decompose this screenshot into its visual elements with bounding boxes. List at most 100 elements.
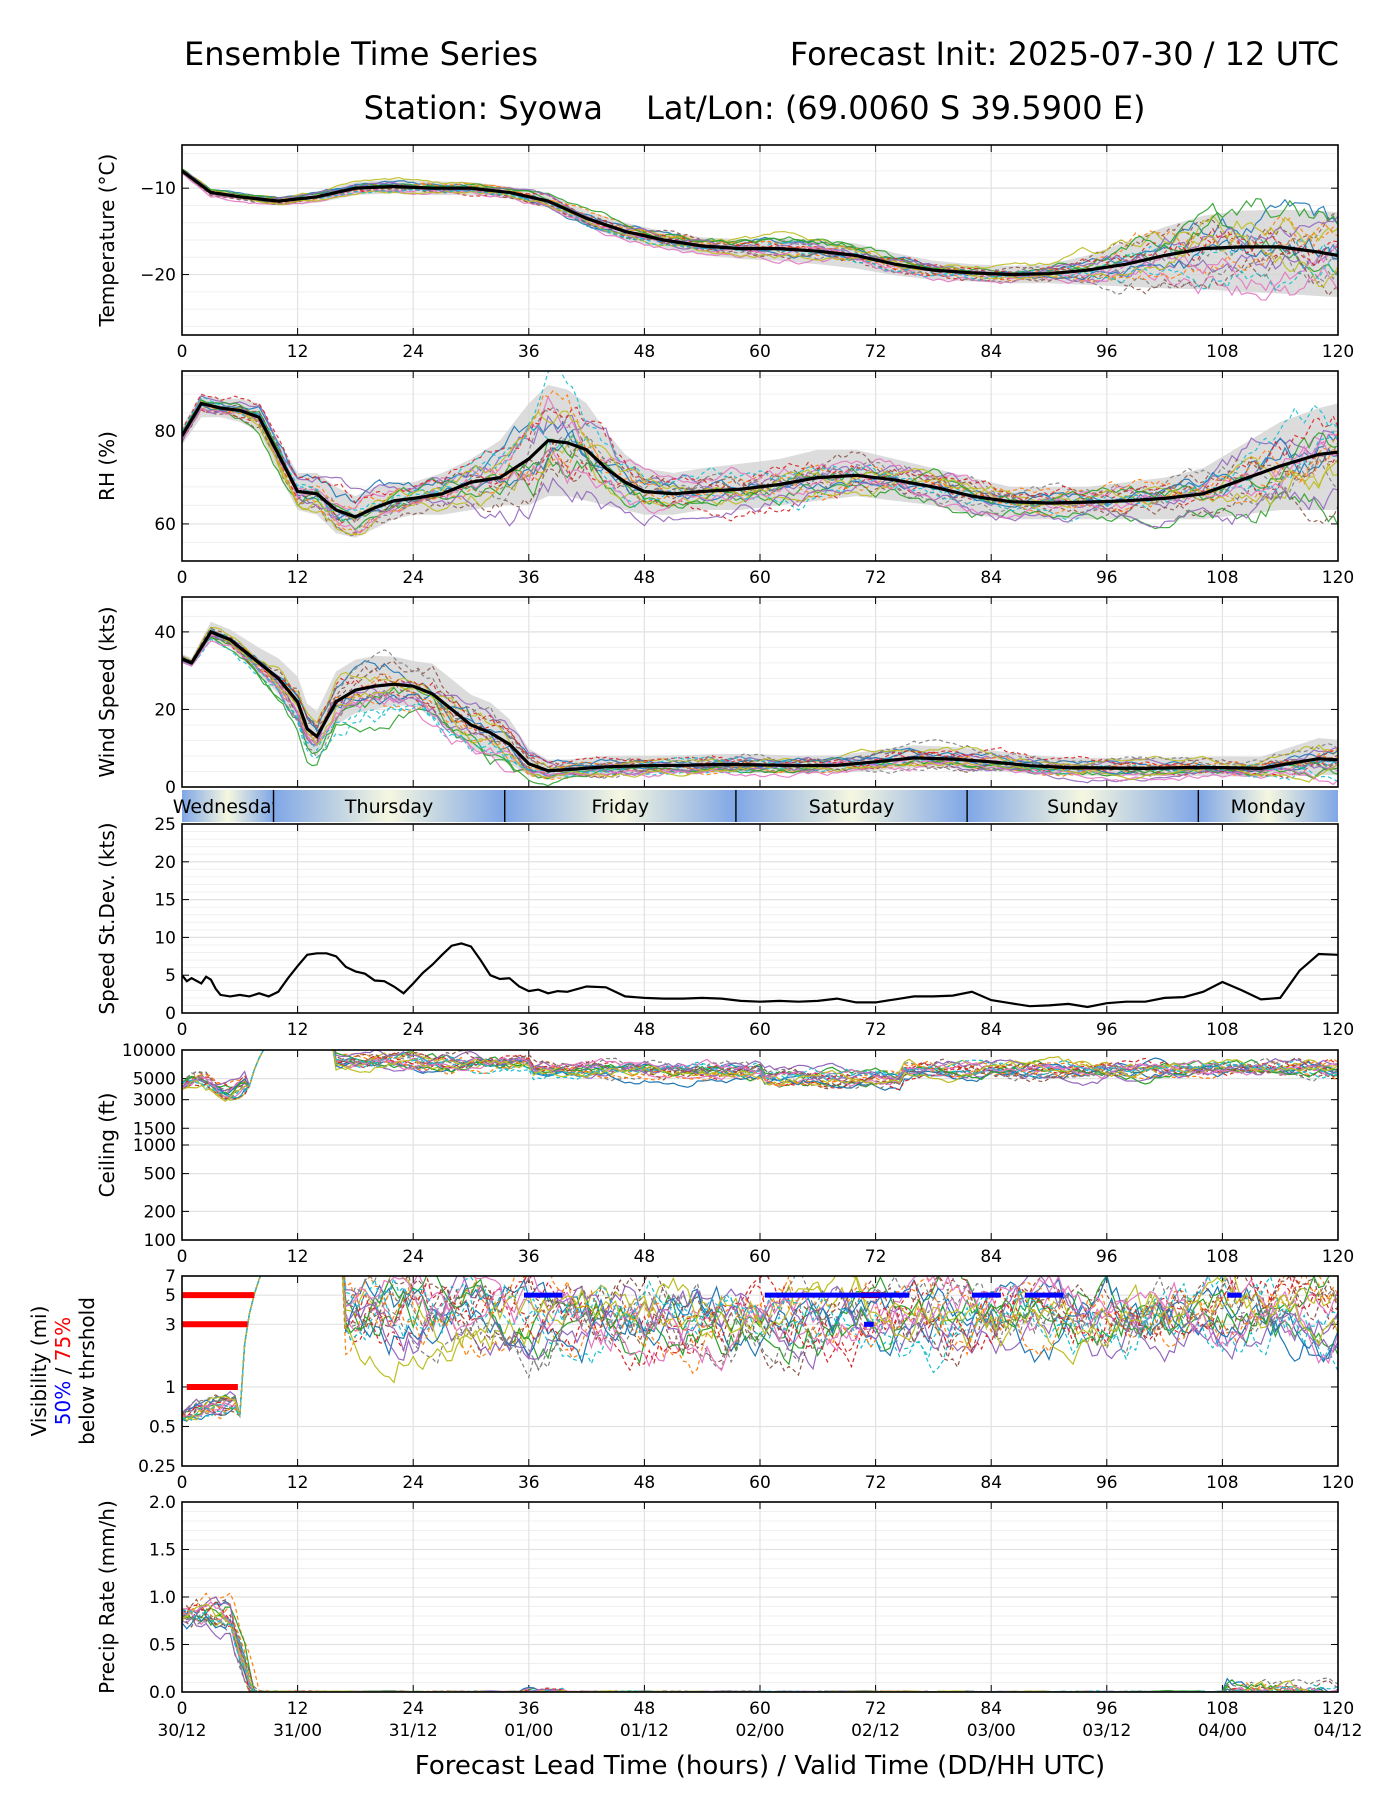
x-tick-label-visibility: 12 (287, 1473, 309, 1493)
ensemble-member-line (182, 627, 1338, 769)
x-tick-label-ceiling: 96 (1096, 1247, 1118, 1267)
x-tick-label-ceiling: 84 (980, 1247, 1002, 1267)
axes-border (181, 370, 1339, 562)
y-tick-label-visibility: 3 (165, 1315, 176, 1335)
plot-area-visibility (182, 1276, 1338, 1422)
ensemble-member-line (182, 1276, 1338, 1418)
valid-time-tick-label: 01/00 (504, 1721, 553, 1741)
y-tick-label-visibility: 0.5 (149, 1417, 176, 1437)
ensemble-member-line (182, 1276, 1338, 1420)
x-tick-label-rh: 60 (749, 568, 771, 588)
ensemble-member-line (182, 1050, 1338, 1094)
y-axis-label-temperature: Temperature (°C) (95, 154, 119, 328)
ensemble-member-line (182, 635, 1338, 784)
x-tick-label-speed_stdev: 36 (518, 1020, 540, 1040)
x-tick-label-ceiling: 108 (1206, 1247, 1238, 1267)
x-axis-label: Forecast Lead Time (hours) / Valid Time … (415, 1751, 1105, 1781)
axes-border (181, 1049, 1339, 1241)
x-tick-label-visibility: 24 (402, 1473, 424, 1493)
x-tick-label-visibility: 60 (749, 1473, 771, 1493)
x-tick-label-precip_rate: 0 (177, 1699, 188, 1719)
x-tick-label-visibility: 108 (1206, 1473, 1238, 1493)
valid-time-tick-label: 03/00 (967, 1721, 1016, 1741)
ensemble-member-line (182, 1276, 1338, 1422)
y-tick-label-ceiling: 500 (144, 1165, 176, 1185)
x-tick-label-rh: 84 (980, 568, 1002, 588)
station-label: Station: Syowa (364, 89, 603, 127)
x-tick-label-ceiling: 24 (402, 1247, 424, 1267)
x-tick-label-speed_stdev: 48 (634, 1020, 656, 1040)
y-tick-label-wind_speed: 40 (154, 623, 176, 643)
label-slash: / (51, 1361, 75, 1380)
y-tick-label-speed_stdev: 25 (154, 815, 176, 835)
ensemble-member-line (182, 1050, 1338, 1099)
plot-area-ceiling (182, 1050, 1338, 1103)
axes-border (181, 144, 1339, 336)
x-tick-label-temperature: 48 (634, 342, 656, 362)
axes-border (181, 596, 1339, 788)
y-tick-label-speed_stdev: 20 (154, 853, 176, 873)
x-tick-label-ceiling: 72 (865, 1247, 887, 1267)
y-tick-label-precip_rate: 0.0 (149, 1683, 176, 1703)
x-tick-label-visibility: 96 (1096, 1473, 1118, 1493)
panel-wind_speed: 40 20 0 Wind Speed (kts) (95, 596, 1339, 798)
x-tick-label-visibility: 84 (980, 1473, 1002, 1493)
x-tick-label-precip_rate: 12 (287, 1699, 309, 1719)
ensemble-member-line (182, 401, 1338, 537)
y-tick-label-precip_rate: 1.5 (149, 1541, 176, 1561)
y-tick-label-speed_stdev: 5 (165, 966, 176, 986)
ensemble-member-line (182, 170, 1338, 283)
x-tick-label-temperature: 36 (518, 342, 540, 362)
plot-area-temperature (182, 168, 1338, 301)
ensemble-member-line (182, 1276, 1338, 1417)
x-tick-label-speed_stdev: 84 (980, 1020, 1002, 1040)
plot-area-speed_stdev (182, 942, 1338, 1009)
ensemble-member-line (182, 628, 1338, 779)
valid-time-tick-label: 30/12 (158, 1721, 207, 1741)
day-label: Monday (1231, 796, 1306, 818)
x-tick-label-temperature: 12 (287, 342, 309, 362)
valid-time-tick-label: 04/00 (1198, 1721, 1247, 1741)
title-left: Ensemble Time Series (184, 35, 538, 73)
ensemble-member-line (182, 1276, 1330, 1420)
x-tick-label-precip_rate: 60 (749, 1699, 771, 1719)
y-axis-label-speed_stdev: Speed St.Dev. (kts) (95, 822, 119, 1014)
x-tick-label-speed_stdev: 108 (1206, 1020, 1238, 1040)
x-tick-label-visibility: 120 (1322, 1473, 1354, 1493)
x-tick-label-temperature: 60 (749, 342, 771, 362)
y-tick-label-visibility: 1 (165, 1378, 176, 1398)
y-tick-label-ceiling: 5000 (133, 1070, 176, 1090)
day-label: Friday (592, 796, 650, 818)
day-cell (182, 790, 274, 822)
ensemble-member-line (182, 1276, 1338, 1418)
valid-time-tick-label: 01/12 (620, 1721, 669, 1741)
x-tick-label-speed_stdev: 12 (287, 1020, 309, 1040)
ensemble-member-line (182, 168, 1338, 270)
x-tick-label-rh: 96 (1096, 568, 1118, 588)
plot-area-wind_speed (182, 621, 1338, 787)
valid-time-tick-label: 02/00 (736, 1721, 785, 1741)
x-tick-label-precip_rate: 96 (1096, 1699, 1118, 1719)
day-cell (967, 790, 1199, 822)
title-right: Forecast Init: 2025-07-30 / 12 UTC (790, 35, 1339, 73)
ensemble-member-line (182, 171, 1338, 279)
latlon-label: Lat/Lon: (69.0060 S 39.5900 E) (646, 89, 1146, 127)
ensemble-member-line (182, 400, 1338, 520)
day-band: Wednesday Thursday Friday Saturday Sunday Mon… (173, 790, 1338, 822)
ensemble-mean-line (182, 169, 1338, 277)
ensemble-member-line (182, 171, 1338, 292)
y-tick-label-precip_rate: 2.0 (149, 1493, 176, 1513)
y-tick-label-speed_stdev: 15 (154, 891, 176, 911)
ensemble-member-line (182, 1050, 1338, 1100)
ensemble-spread-band (182, 170, 1338, 297)
x-tick-label-rh: 36 (518, 568, 540, 588)
panel-speed_stdev: 25 20 15 10 5 00 12 24 36 48 60 72 84 96 108 120 Speed S… (95, 815, 1354, 1040)
x-tick-label-temperature: 72 (865, 342, 887, 362)
x-tick-label-precip_rate: 48 (634, 1699, 656, 1719)
panel-precip_rate: 2.0 1.5 1.0 0.5 0.00 12 24 36 48 60 72 84 96 108 120 Pr… (95, 1493, 1363, 1741)
y-tick-label-wind_speed: 0 (165, 778, 176, 798)
x-tick-label-temperature: 96 (1096, 342, 1118, 362)
x-tick-label-precip_rate: 36 (518, 1699, 540, 1719)
